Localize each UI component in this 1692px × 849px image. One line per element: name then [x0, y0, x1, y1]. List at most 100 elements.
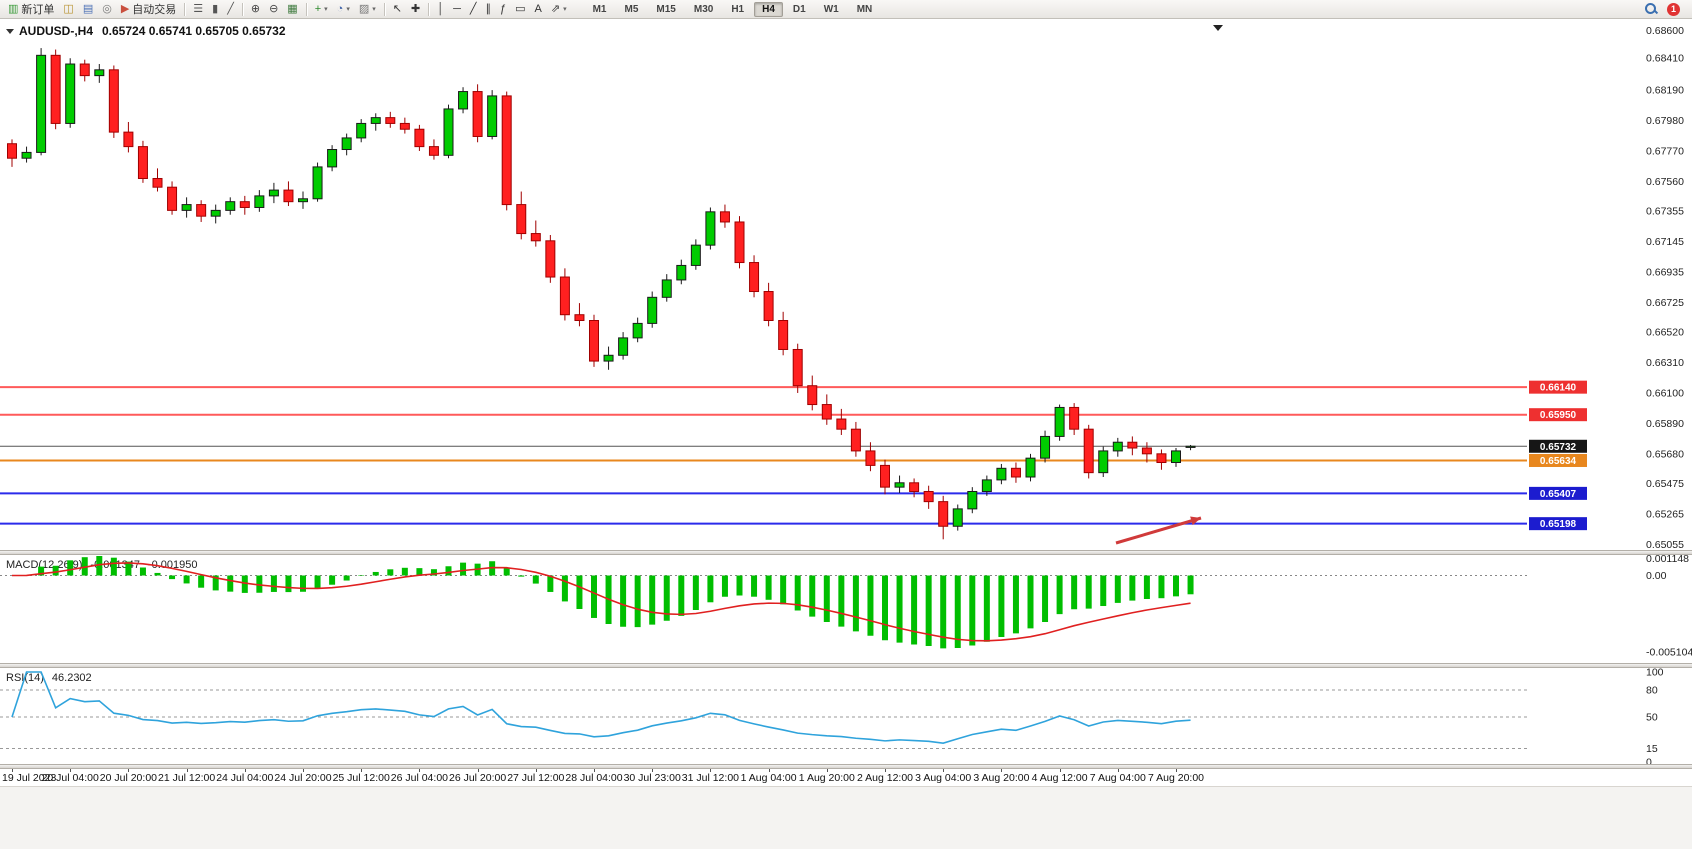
- candle: [1069, 406, 1080, 430]
- shapes-button[interactable]: ▭: [511, 1, 529, 17]
- price-chart[interactable]: AUDUSD-,H4 0.65724 0.65741 0.65705 0.657…: [0, 19, 1692, 550]
- new-order-button[interactable]: ▥ 新订单: [4, 1, 58, 17]
- candle: [734, 221, 745, 264]
- candle: [530, 233, 541, 242]
- price-axis-label: 0.66520: [1646, 327, 1684, 339]
- chart-shift-marker[interactable]: [1213, 25, 1223, 31]
- candlestick-button[interactable]: ▮: [208, 1, 222, 17]
- text-button[interactable]: A: [531, 1, 546, 17]
- fibonacci-icon: ƒ: [499, 3, 507, 15]
- candle: [65, 63, 76, 124]
- chevron-down-icon: ▾: [563, 6, 567, 13]
- candle: [94, 69, 105, 77]
- candle: [487, 95, 498, 137]
- candle: [763, 291, 774, 322]
- timeframe-m30[interactable]: M30: [693, 3, 714, 15]
- candle: [399, 122, 410, 130]
- crosshair-button[interactable]: ✚: [407, 1, 424, 17]
- time-axis-label: 26 Jul 04:00: [390, 772, 448, 784]
- horizontal-line-button[interactable]: ─: [449, 1, 465, 17]
- candle: [312, 166, 323, 200]
- rsi-panel[interactable]: RSI(14) 46.2302 100 80 50 15 0: [0, 668, 1692, 764]
- candle: [167, 186, 178, 211]
- trend-arrow[interactable]: [1115, 516, 1202, 545]
- notification-badge[interactable]: 1: [1667, 2, 1680, 16]
- vertical-line-button[interactable]: │: [433, 1, 448, 17]
- candle: [385, 117, 396, 124]
- trendline-button[interactable]: ╱: [466, 1, 481, 17]
- time-axis-label: 3 Aug 20:00: [973, 772, 1030, 784]
- price-tag: [1529, 380, 1587, 394]
- toolbar-right: 1: [1644, 2, 1688, 16]
- time-axis-tick: [943, 769, 945, 772]
- fibonacci-button[interactable]: ƒ: [496, 1, 510, 17]
- toolbar-separator: [184, 2, 186, 16]
- zoom-in-icon: ⊕: [250, 3, 261, 15]
- price-tag-label: 0.65732: [1540, 442, 1577, 453]
- bar-chart-button[interactable]: ☰: [189, 1, 207, 17]
- zoom-out-icon: ⊖: [269, 3, 279, 15]
- price-axis-label: 0.68600: [1646, 25, 1684, 37]
- price-axis-label: 0.67980: [1646, 115, 1684, 127]
- candle: [356, 122, 367, 139]
- macd-panel[interactable]: MACD(12,26,9)-0.001347-0.001950 0.001148…: [0, 555, 1692, 663]
- panel-separator[interactable]: [0, 550, 1692, 555]
- channel-button[interactable]: ∥: [481, 1, 495, 17]
- timeframe-h4[interactable]: H4: [754, 1, 783, 17]
- zoom-out-button[interactable]: ⊖: [265, 1, 282, 17]
- candle: [894, 482, 905, 488]
- timeframe-m1[interactable]: M1: [592, 3, 607, 15]
- indicators-button[interactable]: + ▾: [311, 1, 332, 17]
- time-axis[interactable]: 19 Jul 2023 20 Jul 04:00 20 Jul 20:00 21 Ju…: [0, 769, 1692, 786]
- macd-axis-label: -0.005104: [1646, 647, 1692, 659]
- candle: [458, 91, 469, 110]
- time-axis-label: 3 Aug 04:00: [915, 772, 972, 784]
- time-axis-label: 20 Jul 04:00: [41, 772, 99, 784]
- market-watch-button[interactable]: ▤: [79, 1, 97, 17]
- price-tag: [1529, 453, 1587, 467]
- line-chart-button[interactable]: ╱: [223, 1, 238, 17]
- candle: [21, 151, 32, 159]
- navigator-button[interactable]: ◎: [98, 1, 116, 17]
- price-axis-label: 0.66935: [1646, 266, 1684, 278]
- time-axis-tick: [477, 769, 479, 772]
- charts-button[interactable]: ◫: [59, 1, 77, 17]
- time-axis-tick: [244, 769, 246, 772]
- candle: [632, 322, 643, 339]
- time-axis-tick: [1117, 769, 1119, 772]
- timeframe-h1[interactable]: H1: [731, 3, 745, 15]
- price-axis-label: 0.65055: [1646, 539, 1684, 550]
- cursor-button[interactable]: ↖: [389, 1, 406, 17]
- search-icon[interactable]: [1644, 2, 1658, 16]
- candle: [559, 276, 570, 316]
- tile-windows-button[interactable]: ▦: [283, 1, 301, 17]
- panel-separator[interactable]: [0, 663, 1692, 668]
- text-icon: A: [534, 3, 542, 15]
- candle: [1098, 450, 1109, 474]
- symbol-dropdown-icon[interactable]: [6, 29, 14, 34]
- time-axis-tick: [594, 769, 595, 772]
- panel-separator[interactable]: [0, 764, 1692, 769]
- candle: [1171, 450, 1181, 464]
- arrow-tools-button[interactable]: ⇗ ▾: [547, 1, 571, 17]
- candle: [981, 479, 992, 492]
- timeframe-mn[interactable]: MN: [856, 3, 873, 15]
- toolbar-separator: [305, 2, 307, 16]
- time-axis-label: 27 Jul 12:00: [507, 772, 565, 784]
- timeframe-m15[interactable]: M15: [656, 3, 676, 15]
- timeframe-d1[interactable]: D1: [792, 3, 806, 15]
- price-tag: [1529, 439, 1587, 453]
- timeframe-m5[interactable]: M5: [624, 3, 639, 15]
- templates-button[interactable]: ▨ ▾: [355, 1, 380, 17]
- timeframe-w1[interactable]: W1: [823, 3, 839, 15]
- candle: [778, 320, 789, 350]
- line-chart-icon: ╱: [227, 3, 234, 15]
- periods-button[interactable]: ◔ ▾: [333, 1, 354, 17]
- time-axis-tick: [1059, 769, 1061, 772]
- time-axis-tick: [826, 769, 828, 772]
- autotrade-button[interactable]: ▶ 自动交易: [117, 1, 180, 17]
- toolbar-separator: [241, 2, 243, 16]
- time-axis-label: 25 Jul 12:00: [332, 772, 390, 784]
- zoom-in-button[interactable]: ⊕: [247, 1, 264, 17]
